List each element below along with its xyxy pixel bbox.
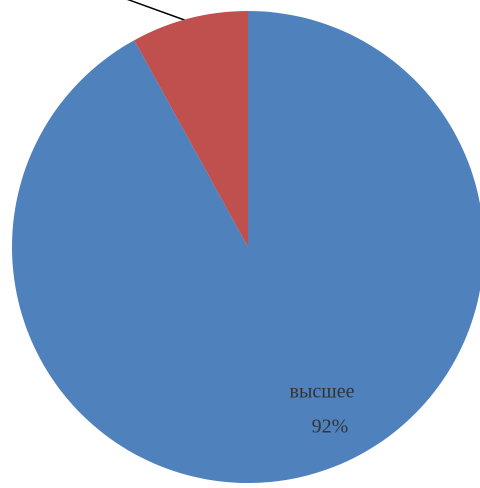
pie-slice	[12, 11, 480, 483]
slice-value-label: 92%	[312, 416, 349, 438]
pie-slice	[134, 11, 248, 247]
leader-line	[126, 0, 191, 23]
slice-label: высшее	[290, 381, 355, 403]
